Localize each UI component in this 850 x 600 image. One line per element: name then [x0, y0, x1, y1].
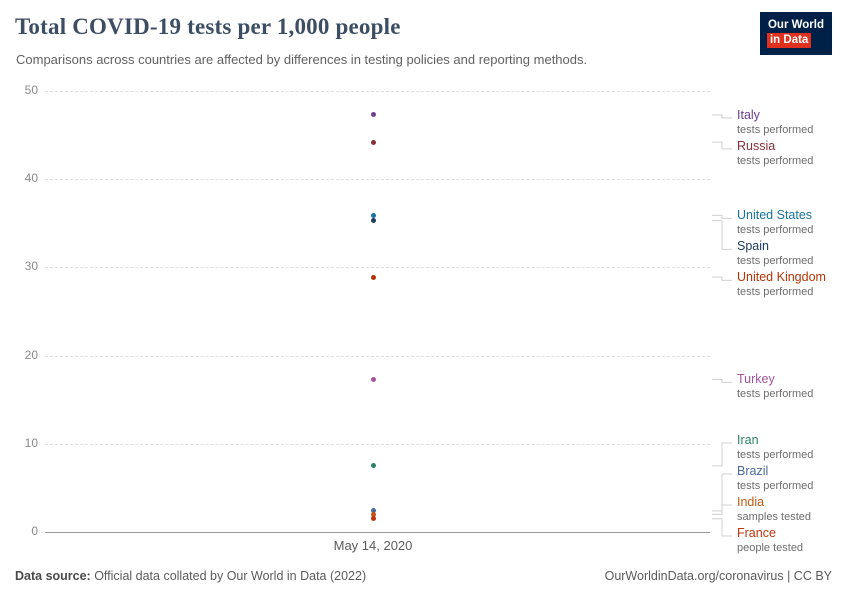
- owid-logo[interactable]: Our World in Data: [759, 12, 832, 55]
- y-tick-label: 20: [24, 347, 38, 362]
- y-tick-label: 30: [24, 259, 38, 274]
- connector-italy: [712, 114, 732, 119]
- series-label-india[interactable]: India samples tested: [737, 495, 847, 524]
- x-axis-label: May 14, 2020: [333, 538, 413, 553]
- series-sublabel: tests performed: [737, 255, 814, 268]
- owid-logo-line1: Our World: [767, 19, 824, 31]
- series-sublabel: tests performed: [737, 154, 814, 167]
- connector-united-states: [712, 214, 732, 219]
- series-name: Iran: [737, 433, 759, 447]
- x-axis-line: [45, 532, 710, 533]
- series-sublabel: tests performed: [737, 388, 814, 401]
- series-label-brazil[interactable]: Brazil tests performed: [737, 464, 847, 493]
- series-label-turkey[interactable]: Turkey tests performed: [737, 372, 847, 401]
- data-source-note: Data source: Official data collated by O…: [15, 569, 366, 583]
- y-tick-label: 10: [24, 435, 38, 450]
- y-tick-label: 0: [31, 524, 38, 538]
- series-label-france[interactable]: France people tested: [737, 526, 847, 555]
- gridline: [45, 355, 710, 357]
- data-point-turkey[interactable]: [370, 376, 376, 382]
- connector-united-kingdom: [712, 276, 732, 281]
- series-label-united-states[interactable]: United States tests performed: [737, 208, 847, 237]
- series-sublabel: tests performed: [737, 286, 814, 299]
- series-label-spain[interactable]: Spain tests performed: [737, 239, 847, 268]
- data-point-spain[interactable]: [370, 218, 376, 224]
- series-name: United States: [737, 208, 813, 223]
- chart-subtitle: Comparisons across countries are affecte…: [16, 52, 588, 67]
- series-name: India: [737, 495, 765, 509]
- data-point-united-states[interactable]: [370, 212, 376, 218]
- series-sublabel: tests performed: [737, 480, 814, 492]
- series-name: Brazil: [737, 464, 769, 478]
- gridline: [45, 443, 710, 445]
- data-source-label: Data source:: [15, 569, 91, 583]
- series-name: France: [737, 526, 776, 540]
- connector-france: [712, 518, 732, 537]
- series-name: Turkey: [737, 372, 775, 387]
- series-name: Italy: [737, 107, 760, 122]
- credit-link[interactable]: OurWorldinData.org/coronavirus | CC BY: [604, 569, 832, 583]
- series-name: Spain: [737, 239, 769, 254]
- connector-spain: [712, 220, 732, 250]
- data-point-france[interactable]: [370, 516, 376, 522]
- data-point-italy[interactable]: [370, 112, 376, 118]
- series-label-russia[interactable]: Russia tests performed: [737, 139, 847, 168]
- y-tick-label: 40: [24, 171, 38, 186]
- owid-logo-line2: in Data: [766, 32, 812, 48]
- data-point-india[interactable]: [370, 511, 376, 517]
- gridline: [45, 179, 710, 181]
- connector-india: [712, 504, 732, 515]
- series-sublabel: tests performed: [737, 449, 814, 461]
- series-sublabel: tests performed: [737, 123, 814, 136]
- y-tick-label: 50: [24, 83, 38, 97]
- connector-brazil: [712, 473, 732, 512]
- series-sublabel: people tested: [737, 542, 804, 554]
- data-point-brazil[interactable]: [370, 508, 376, 514]
- data-point-iran[interactable]: [370, 463, 376, 469]
- data-point-united-kingdom[interactable]: [370, 274, 376, 280]
- gridline: [45, 267, 710, 269]
- data-point-russia[interactable]: [370, 139, 376, 145]
- series-name: United Kingdom: [737, 270, 826, 285]
- connector-iran: [712, 442, 732, 467]
- series-sublabel: samples tested: [737, 511, 811, 523]
- page-title: Total COVID-19 tests per 1,000 people: [15, 14, 401, 39]
- series-label-italy[interactable]: Italy tests performed: [737, 108, 847, 137]
- connector-turkey: [712, 378, 732, 383]
- series-sublabel: tests performed: [737, 224, 814, 237]
- connector-russia: [712, 141, 732, 150]
- series-name: Russia: [737, 138, 776, 153]
- series-label-united-kingdom[interactable]: United Kingdom tests performed: [737, 270, 847, 299]
- series-label-iran[interactable]: Iran tests performed: [737, 433, 847, 462]
- data-source-text: Official data collated by Our World in D…: [90, 569, 367, 583]
- gridline: [45, 91, 710, 92]
